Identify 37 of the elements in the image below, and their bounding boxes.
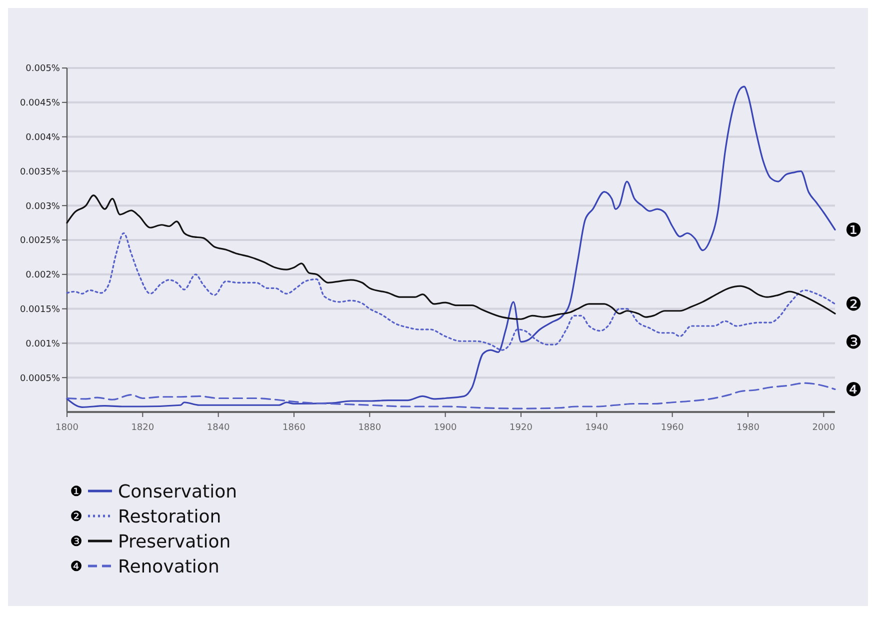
line-series xyxy=(66,194,836,320)
text: ❹ xyxy=(70,558,83,575)
x-tick-label: 1920 xyxy=(510,423,533,433)
y-tick-label: 0.003% xyxy=(26,202,60,212)
legend-label: Preservation xyxy=(118,531,231,552)
x-tick-label: 1900 xyxy=(434,423,458,433)
x-tick-label: 1880 xyxy=(358,423,382,433)
x-tick-label: 1840 xyxy=(206,423,230,433)
x-tick-label: 1940 xyxy=(585,423,608,433)
x-tick-label: 1860 xyxy=(282,423,306,433)
legend-label: Restoration xyxy=(118,506,222,528)
legend-label: Conservation xyxy=(118,481,238,502)
y-tick-label: 0.0005% xyxy=(20,374,60,384)
y-tick-label: 0.0045% xyxy=(20,98,60,109)
y-tick-label: 0.002% xyxy=(26,270,60,281)
legend-label: Renovation xyxy=(118,556,220,578)
line-series xyxy=(66,86,836,408)
x-tick-label: 1820 xyxy=(131,423,154,433)
text: ❸ xyxy=(845,332,862,354)
y-tick-label: 0.0035% xyxy=(20,167,60,178)
y-tick-label: 0.0015% xyxy=(20,304,60,315)
x-tick-label: 1960 xyxy=(660,423,684,433)
text: ❶ xyxy=(70,484,83,500)
y-tick-label: 0.005% xyxy=(26,64,60,74)
line-series xyxy=(66,232,836,351)
x-tick-label: 2000 xyxy=(812,423,836,433)
text: ❶ xyxy=(845,219,862,242)
line-series xyxy=(66,382,836,410)
text: ❹ xyxy=(845,378,862,401)
y-tick-label: 0.0025% xyxy=(20,236,60,246)
y-tick-label: 0.001% xyxy=(26,339,60,350)
text: ❷ xyxy=(845,294,862,316)
text: ❸ xyxy=(70,534,83,550)
x-tick-label: 1800 xyxy=(56,423,79,433)
y-tick-label: 0.004% xyxy=(26,132,60,143)
x-tick-label: 1980 xyxy=(736,423,760,433)
text: ❷ xyxy=(70,508,83,525)
